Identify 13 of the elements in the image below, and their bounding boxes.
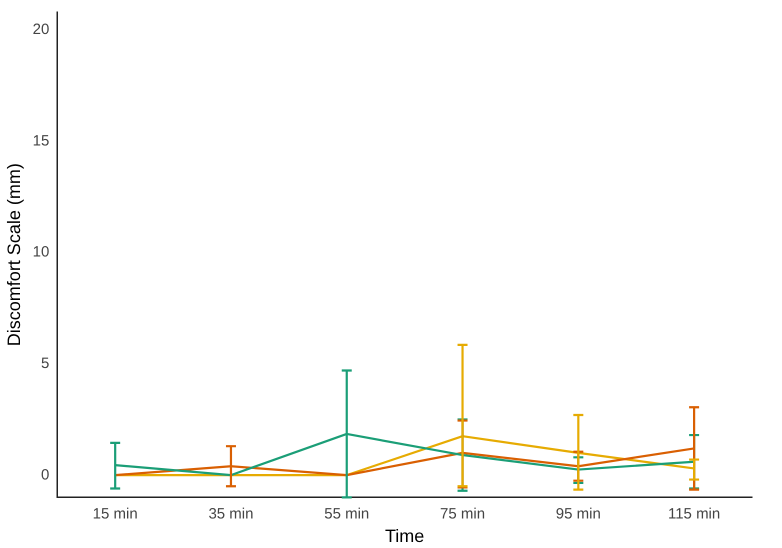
x-tick-label: 15 min: [92, 506, 138, 523]
y-tick-label: 10: [32, 244, 50, 261]
y-tick-label: 0: [40, 466, 50, 484]
y-tick-label: 20: [32, 20, 50, 38]
x-tick-label: 115 min: [668, 506, 720, 523]
y-axis-title: Discomfort Scale (mm): [4, 163, 24, 346]
x-tick-label: 55 min: [324, 506, 370, 523]
x-tick-label: 75 min: [440, 506, 486, 523]
y-tick-label: 15: [32, 132, 50, 150]
x-tick-label: 35 min: [208, 506, 254, 523]
y-tick-label: 5: [40, 354, 50, 372]
x-axis-title: Time: [384, 526, 424, 546]
x-tick-label: 95 min: [556, 506, 601, 523]
